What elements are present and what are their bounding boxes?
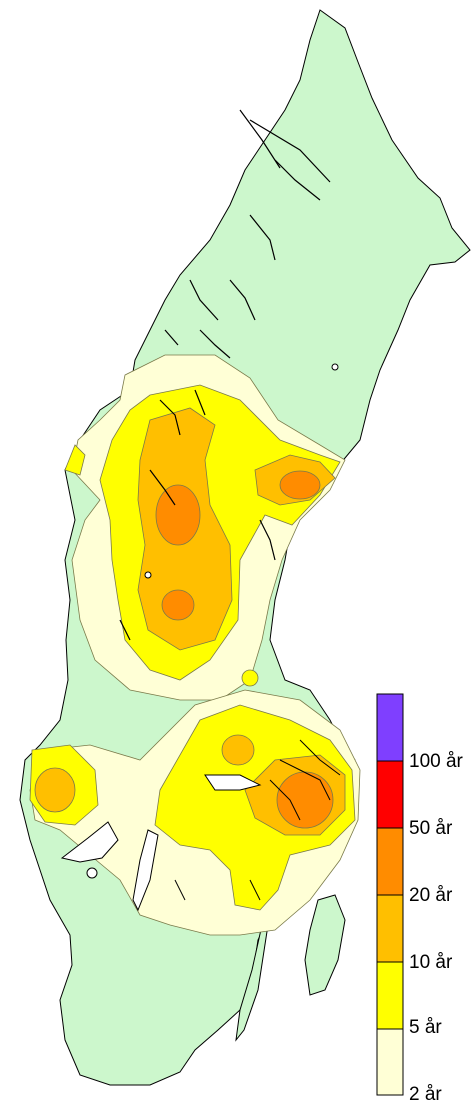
lake-vanern (60, 821, 119, 863)
zone-20-50-east (279, 470, 321, 500)
legend-class-10-20 (376, 894, 404, 963)
legend-label-5: 5 år (409, 1017, 442, 1038)
lake-small-2 (331, 363, 339, 371)
legend-label-100: 100 år (409, 751, 463, 772)
archipelago-east (174, 739, 341, 901)
rivers-north (119, 109, 331, 641)
zone-10-20-small (221, 734, 255, 766)
lake-malaren (204, 774, 262, 791)
legend-class-5-10 (376, 961, 404, 1030)
oland-island (235, 924, 269, 1042)
legend-class-over-100 (376, 693, 404, 762)
legend-label-50: 50 år (409, 818, 453, 839)
legend-class-2-5 (376, 1028, 404, 1096)
lake-small-1 (144, 571, 152, 579)
zone-20-50-mid (161, 589, 195, 621)
lake-small-3 (86, 867, 98, 879)
zone-5-10-west (64, 444, 86, 476)
legend-class-50-100 (376, 760, 404, 829)
zone-5-10-small (241, 669, 259, 687)
zone-10-20-southwest (34, 767, 76, 813)
legend (376, 693, 404, 1096)
legend-class-20-50 (376, 827, 404, 896)
zone-20-50-north (155, 484, 201, 546)
legend-label-10: 10 år (409, 952, 453, 973)
legend-label-20: 20 år (409, 885, 453, 906)
zone-20-50-south (276, 771, 334, 829)
gotland-island (304, 894, 346, 996)
legend-label-2: 2 år (409, 1084, 442, 1105)
lake-vattern (132, 829, 159, 912)
